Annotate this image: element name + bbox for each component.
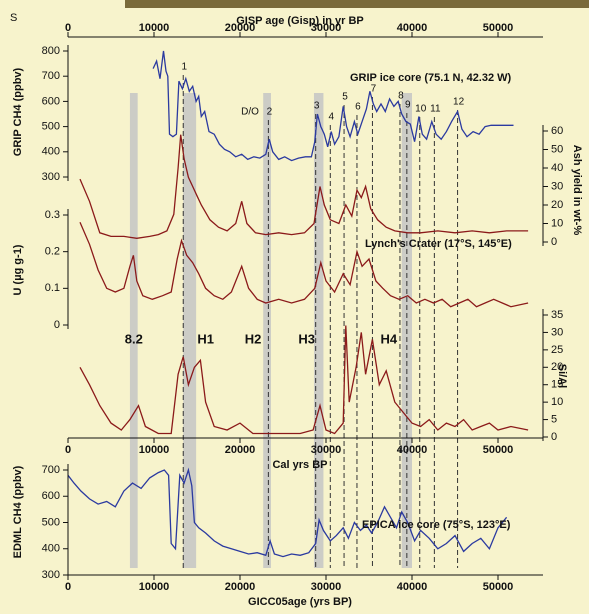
- x-tick-label: 0: [65, 581, 71, 593]
- chart-title: Lynch's Crater (17°S, 145°E): [365, 238, 512, 250]
- y-tick-label: 5: [551, 413, 557, 425]
- y-tick-label: 500: [42, 516, 60, 528]
- x-axis-label: Cal yrs BP: [272, 459, 327, 471]
- y-tick-label: 35: [551, 309, 563, 321]
- x-tick-label: 40000: [397, 444, 428, 456]
- x-tick-label: 50000: [483, 22, 514, 34]
- x-tick-label: 0: [65, 22, 71, 34]
- y-axis-label: EDML CH4 (ppbv): [12, 465, 24, 558]
- event-label: 12: [453, 97, 465, 108]
- event-label: 5: [342, 92, 348, 103]
- x-tick-label: 40000: [397, 581, 428, 593]
- x-tick-label: 10000: [139, 581, 170, 593]
- event-label: 6: [355, 102, 361, 113]
- y-tick-label: 30: [551, 180, 563, 192]
- y-axis-label: GRIP CH4 (ppbv): [12, 67, 24, 156]
- event-label: 11: [430, 104, 441, 115]
- photo-strip: [125, 0, 589, 8]
- x-tick-label: 50000: [483, 444, 514, 456]
- band-label: H1: [197, 331, 214, 346]
- y-tick-label: 50: [551, 143, 563, 155]
- band-label: H3: [298, 331, 315, 346]
- x-tick-label: 0: [65, 444, 71, 456]
- event-label: 1: [181, 62, 187, 73]
- data-line: [152, 50, 514, 162]
- event-label: 2: [267, 107, 273, 118]
- event-label: 3: [314, 101, 320, 112]
- event-label: 4: [329, 112, 335, 123]
- data-line: [79, 134, 529, 239]
- x-tick-label: 40000: [397, 22, 428, 34]
- x-tick-label: 30000: [311, 22, 342, 34]
- x-tick-label: 30000: [311, 581, 342, 593]
- data-line: [79, 222, 529, 308]
- data-line: [67, 467, 508, 558]
- y-tick-label: 30: [551, 326, 563, 338]
- event-band: [183, 93, 197, 568]
- y-tick-label: 300: [42, 171, 60, 183]
- y-tick-label: 500: [42, 121, 60, 133]
- event-band: [313, 93, 324, 568]
- chart-title: GRIP ice core (75.1 N, 42.32 W): [350, 72, 512, 84]
- chart-title: EPICA ice core (75°S, 123°E): [362, 519, 511, 531]
- event-label: 9: [405, 100, 411, 111]
- band-label: 8.2: [125, 331, 143, 346]
- x-tick-label: 10000: [139, 444, 170, 456]
- y-tick-label: 0.1: [45, 282, 60, 294]
- event-band: [129, 93, 138, 568]
- y-tick-label: 10: [551, 217, 563, 229]
- data-line: [79, 325, 529, 435]
- y-tick-label: 40: [551, 162, 563, 174]
- x-tick-label: 20000: [225, 581, 256, 593]
- band-label: H2: [245, 331, 262, 346]
- x-tick-label: 20000: [225, 444, 256, 456]
- x-axis-label: GICC05age (yrs BP): [248, 596, 352, 608]
- event-label: 10: [415, 104, 427, 115]
- y-tick-label: 700: [42, 464, 60, 476]
- x-tick-label: 20000: [225, 22, 256, 34]
- y-tick-label: 600: [42, 95, 60, 107]
- x-tick-label: 30000: [311, 444, 342, 456]
- y-tick-label: 300: [42, 569, 60, 581]
- annotation: D/O: [241, 107, 259, 118]
- y-tick-label: 700: [42, 70, 60, 82]
- y-tick-label: 20: [551, 361, 563, 373]
- event-label: 8: [398, 91, 404, 102]
- y-axis-label: Si/Al: [556, 364, 568, 388]
- y-tick-label: 20: [551, 199, 563, 211]
- y-axis-label: Ash yield in wt-%: [571, 145, 583, 236]
- y-tick-label: 800: [42, 45, 60, 57]
- y-tick-label: 0: [551, 431, 557, 443]
- y-tick-label: 0: [551, 236, 557, 248]
- y-tick-label: 15: [551, 379, 563, 391]
- x-axis-label: GISP age (Gisp) in yr BP: [236, 15, 364, 27]
- x-tick-label: 50000: [483, 581, 514, 593]
- y-axis-label: U (µg g-1): [12, 244, 24, 295]
- y-tick-label: 400: [42, 146, 60, 158]
- band-label: H4: [381, 331, 398, 346]
- y-tick-label: 0.2: [45, 246, 60, 258]
- y-tick-label: 25: [551, 344, 563, 356]
- page-fragment: S: [10, 12, 17, 24]
- y-tick-label: 60: [551, 125, 563, 137]
- event-band: [263, 93, 271, 568]
- y-tick-label: 0: [54, 319, 60, 331]
- y-tick-label: 600: [42, 490, 60, 502]
- x-tick-label: 10000: [139, 22, 170, 34]
- y-tick-label: 400: [42, 543, 60, 555]
- y-tick-label: 0.3: [45, 209, 60, 221]
- y-tick-label: 10: [551, 396, 563, 408]
- event-label: 7: [371, 84, 377, 95]
